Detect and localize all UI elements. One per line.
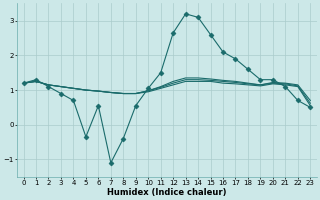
X-axis label: Humidex (Indice chaleur): Humidex (Indice chaleur) <box>107 188 227 197</box>
